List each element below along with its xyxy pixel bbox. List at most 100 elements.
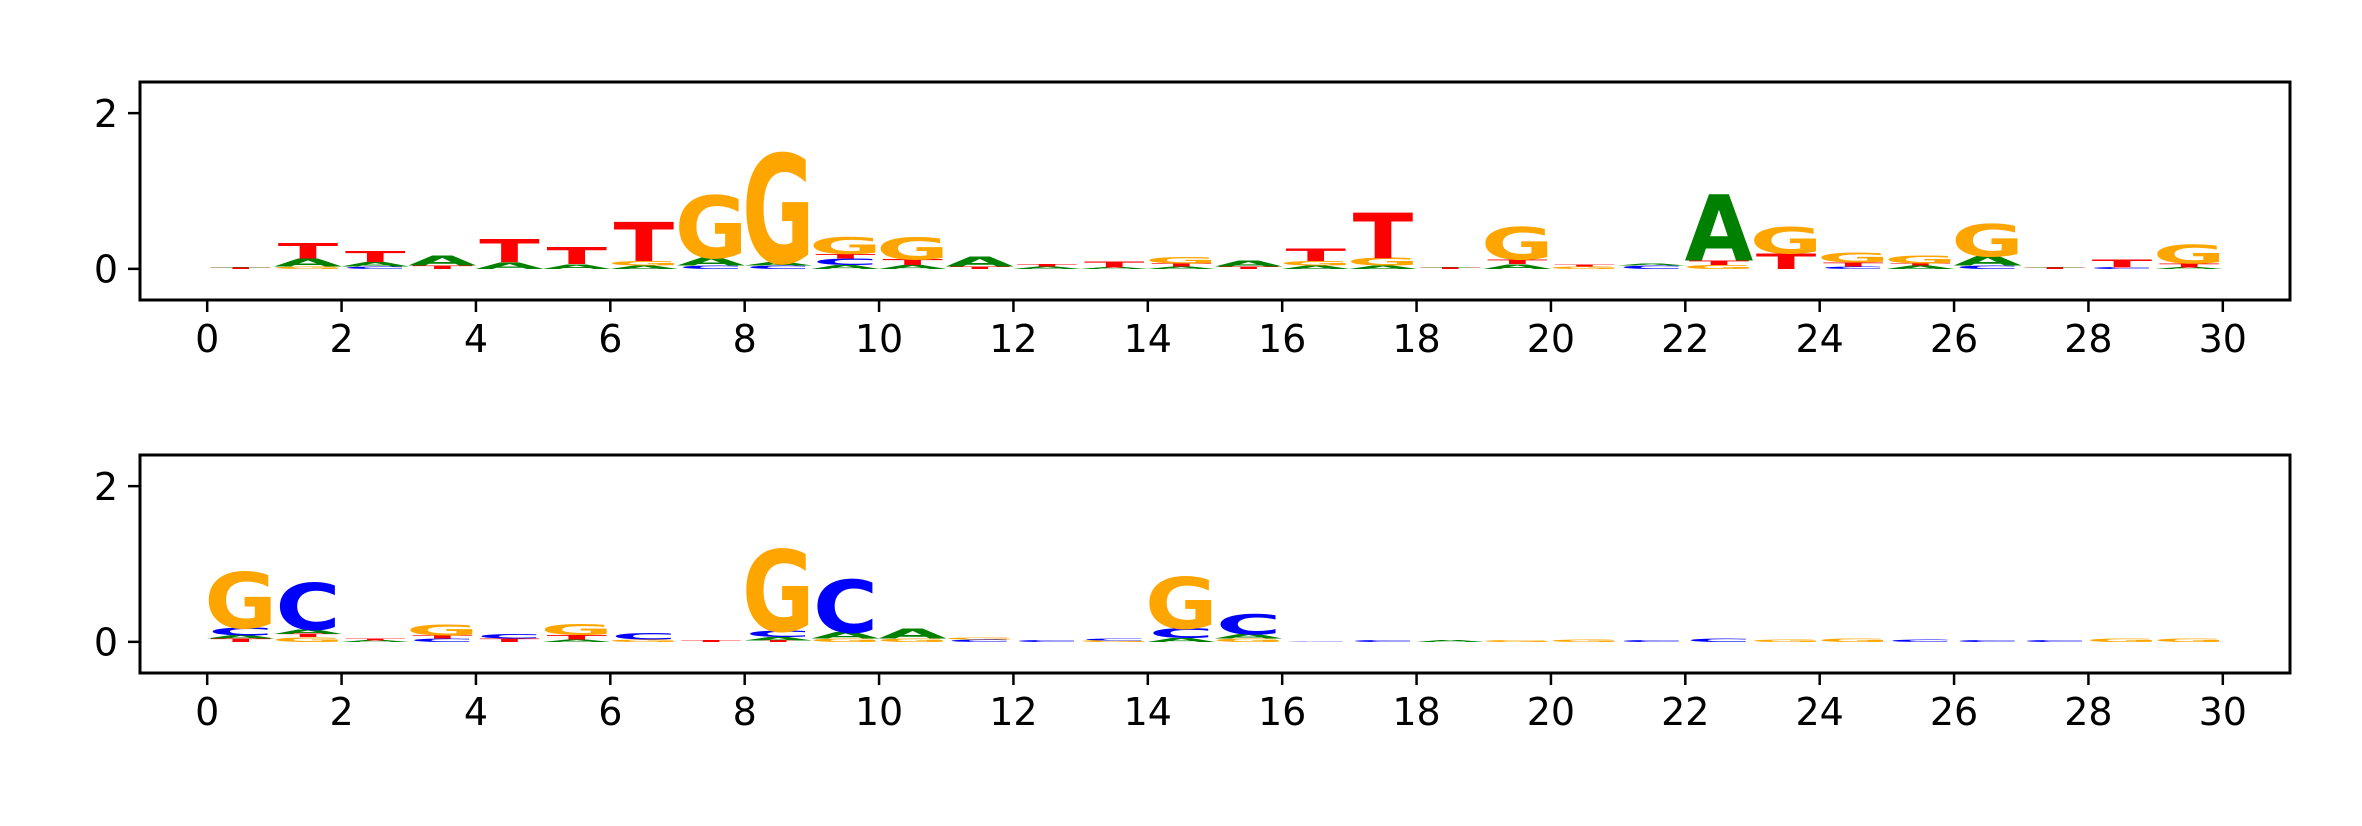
logo-letter-C: C: [746, 629, 811, 639]
logo-letter-T: T: [479, 638, 540, 643]
logo-letter-A: A: [341, 640, 410, 642]
logo-letter-T: T: [278, 633, 339, 638]
logo-letter-T: T: [2159, 262, 2220, 268]
logo-letter-C: C: [947, 639, 1012, 643]
logo-letter-A: A: [1416, 640, 1485, 642]
logo-letter-C: C: [1082, 638, 1147, 640]
logo-letter-G: G: [1750, 220, 1823, 262]
logo-letter-A: A: [946, 255, 1015, 270]
logo-letter-G: G: [272, 266, 345, 270]
x-tick-label: 24: [1796, 690, 1844, 734]
logo-letter-C: C: [1955, 640, 2020, 642]
logo-letter-A: A: [1080, 267, 1149, 269]
logo-letter-G: G: [540, 621, 613, 638]
logo-letter-G: G: [1951, 215, 2024, 267]
logo-letter-G: G: [1145, 563, 1218, 645]
logo-letter-T: T: [211, 267, 272, 269]
logo-letter-T: T: [748, 640, 809, 642]
logo-letter-C: C: [2090, 267, 2155, 269]
logo-letter-A: A: [341, 261, 410, 268]
logo-letter-G: G: [406, 622, 479, 639]
logo-letter-C: C: [1283, 641, 1348, 642]
logo-letter-G: G: [1548, 266, 1621, 270]
y-tick-label: 2: [94, 465, 118, 509]
logo-letter-G: G: [1817, 251, 1890, 266]
logo-letter-C: C: [1216, 609, 1281, 641]
logo-letter-G: G: [1683, 264, 1756, 270]
logo-letter-A: A: [1416, 266, 1485, 267]
x-tick-label: 18: [1392, 317, 1440, 361]
x-tick-label: 2: [329, 317, 353, 361]
x-tick-label: 28: [2064, 690, 2112, 734]
logo-letter-G: G: [2153, 240, 2226, 270]
logo-letter-A: A: [744, 262, 813, 267]
logo-letter-G: G: [2153, 638, 2226, 643]
logo-letter-C: C: [343, 266, 408, 270]
x-tick-label: 16: [1258, 690, 1306, 734]
logo-letter-C: C: [813, 566, 878, 650]
logo-letter-A: A: [2021, 266, 2090, 267]
x-tick-label: 22: [1661, 317, 1709, 361]
logo-letter-G: G: [1481, 218, 1554, 270]
x-tick-label: 14: [1124, 690, 1172, 734]
logo-letter-G: G: [1884, 253, 1957, 266]
x-tick-label: 6: [598, 690, 622, 734]
axes-frame: [138, 80, 2292, 302]
x-tick-label: 12: [989, 690, 1037, 734]
logo-letter-A: A: [274, 628, 343, 635]
x-tick-label: 18: [1392, 690, 1440, 734]
logo-letter-T: T: [815, 253, 876, 260]
logo-letter-A: A: [1685, 177, 1754, 282]
logo-letter-G: G: [876, 638, 949, 643]
logo-letter-G: G: [608, 260, 681, 267]
logo-letter-C: C: [1821, 266, 1886, 270]
logo-letter-T: T: [1823, 262, 1884, 268]
logo-letter-C: C: [746, 265, 811, 270]
x-tick-label: 0: [195, 690, 219, 734]
x-tick-label: 8: [733, 317, 757, 361]
x-tick-label: 10: [855, 690, 903, 734]
logo-letter-C: C: [275, 571, 340, 646]
logo-letter-A: A: [1147, 266, 1216, 270]
logo-letter-T: T: [546, 634, 607, 641]
logo-letter-G: G: [742, 124, 815, 298]
logo-letter-C: C: [813, 257, 878, 267]
logo-letter-A: A: [1013, 266, 1082, 270]
x-tick-label: 24: [1796, 317, 1844, 361]
logo-letter-A: A: [2155, 267, 2224, 269]
logo-letter-A: A: [1953, 254, 2022, 269]
axes-frame: [138, 453, 2292, 675]
logo-letter-A: A: [542, 639, 611, 643]
x-tick-label: 4: [464, 317, 488, 361]
x-tick-label: 10: [855, 317, 903, 361]
logo-letter-C: C: [1149, 626, 1214, 641]
logo-letter-T: T: [950, 266, 1011, 270]
logo-letter-T: T: [1084, 260, 1145, 269]
logo-letter-T: T: [1890, 263, 1951, 267]
logo-letter-G: G: [2086, 638, 2159, 643]
logo-letter-G: G: [204, 556, 277, 646]
logo-letter-T: T: [1554, 265, 1615, 267]
logo-letter-T: T: [614, 212, 675, 274]
logo-letter-C: C: [1015, 640, 1080, 642]
x-tick-label: 16: [1258, 317, 1306, 361]
y-tick-label: 0: [94, 621, 118, 665]
logo-letter-G: G: [1817, 638, 1890, 643]
x-tick-label: 26: [1930, 317, 1978, 361]
logo-letter-A: A: [475, 261, 544, 271]
logo-letter-G: G: [1548, 639, 1621, 643]
x-tick-label: 20: [1527, 690, 1575, 734]
y-tick-label: 2: [94, 92, 118, 136]
logo-letter-A: A: [677, 256, 746, 269]
logo-letter-G: G: [809, 233, 882, 260]
logo-letter-G: G: [876, 232, 949, 267]
logo-letter-T: T: [1756, 249, 1816, 274]
logo-letter-G: G: [608, 639, 681, 643]
logo-letter-G: G: [1750, 639, 1823, 643]
logo-letter-G: G: [675, 178, 748, 278]
logo-letter-A: A: [1281, 265, 1350, 270]
